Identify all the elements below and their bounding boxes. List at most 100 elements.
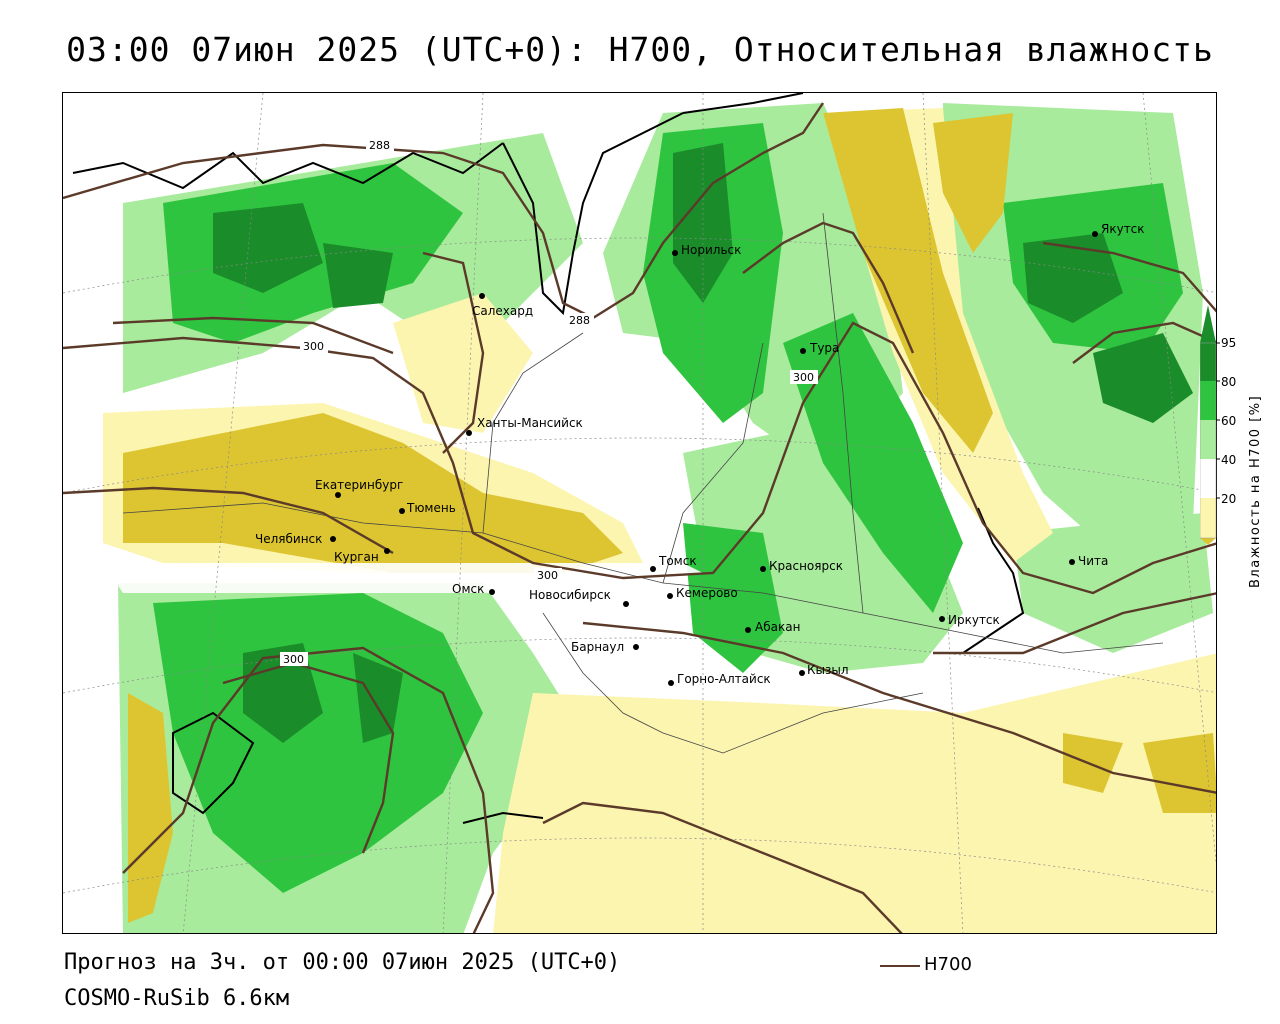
city-abakan: Абакан xyxy=(745,620,800,634)
contour-300-ural xyxy=(63,486,394,555)
svg-text:Иркутск: Иркутск xyxy=(948,613,1000,627)
city-ekaterinburg: Екатеринбург xyxy=(315,478,403,498)
colorbar-band-60 xyxy=(1200,420,1216,459)
humidity-colorbar: 95 80 60 40 20 xyxy=(1199,305,1280,595)
svg-text:Тура: Тура xyxy=(809,341,839,355)
contour-304-south xyxy=(122,646,495,933)
colorbar-title: Влажность на H700 [%] xyxy=(1248,352,1268,592)
very-dry-se-2 xyxy=(1063,733,1123,793)
contour-304-east xyxy=(542,801,903,933)
coastline-kola xyxy=(72,142,504,190)
colorbar-ticks: 95 80 60 40 20 xyxy=(1216,336,1236,506)
very-dry-southwest xyxy=(128,693,173,923)
contour-label-288-a: 288 xyxy=(366,138,394,152)
h700-legend-label: H700 xyxy=(924,954,972,975)
city-barnaul: Барнаул xyxy=(571,640,639,654)
model-info: COSMO-RuSib 6.6км xyxy=(64,986,290,1011)
svg-text:Курган: Курган xyxy=(334,550,379,564)
city-chita: Чита xyxy=(1069,554,1108,568)
contour-label-text: 300 xyxy=(283,653,304,666)
contour-label-text: 300 xyxy=(303,340,324,353)
contour-label-288-b: 288 xyxy=(566,313,594,327)
contour-labels: 288 288 300 300 300 300 xyxy=(280,138,818,666)
city-irkutsk: Иркутск xyxy=(939,613,1000,627)
very-humid-sw-2 xyxy=(353,653,403,743)
contour-label-300-c: 300 xyxy=(534,568,562,582)
svg-text:Екатеринбург: Екатеринбург xyxy=(315,478,403,492)
coastline-yamal xyxy=(502,112,684,316)
colorbar-tick-40: 40 xyxy=(1221,453,1236,467)
city-chelyabinsk: Челябинск xyxy=(255,532,336,546)
map-title: 03:00 07июн 2025 (UTC+0): H700, Относите… xyxy=(66,30,1214,69)
colorbar-band-20 xyxy=(1200,498,1216,538)
city-kyzyl: Кызыл xyxy=(799,663,849,677)
contour-296-north xyxy=(742,221,915,354)
contour-296-ural xyxy=(112,316,394,355)
dry-region-khanty xyxy=(393,293,533,433)
colorbar-band-95 xyxy=(1200,343,1216,381)
svg-text:Абакан: Абакан xyxy=(755,620,800,634)
contour-label-300-d: 300 xyxy=(280,652,308,666)
city-markers: Якутск Норильск Салехард Тура Ханты-Манс… xyxy=(255,222,1145,686)
svg-text:Тюмень: Тюмень xyxy=(406,501,456,515)
city-tomsk: Томск xyxy=(650,554,697,572)
colorbar-band-40 xyxy=(1200,459,1216,498)
humid-region-tura-band xyxy=(783,313,963,613)
svg-text:Якутск: Якутск xyxy=(1101,222,1145,236)
very-humid-yakutsk xyxy=(1023,233,1123,323)
coastline-balkhash xyxy=(462,811,544,824)
city-khanty: Ханты-Мансийск xyxy=(466,416,583,436)
svg-text:Горно-Алтайск: Горно-Алтайск xyxy=(677,672,771,686)
contour-label-text: 300 xyxy=(793,371,814,384)
colorbar-tick-95: 95 xyxy=(1221,336,1236,350)
humid-region-kemerovo xyxy=(683,523,783,673)
colorbar-tick-20: 20 xyxy=(1221,492,1236,506)
city-omsk: Омск xyxy=(452,582,495,596)
svg-text:Ханты-Мансийск: Ханты-Мансийск xyxy=(477,416,583,430)
humidity-fill-layers xyxy=(103,103,1216,933)
colorbar-band-80 xyxy=(1200,381,1216,420)
contour-label-300-a: 300 xyxy=(300,339,328,353)
city-novosibirsk: Новосибирск xyxy=(529,588,629,607)
contour-label-text: 288 xyxy=(369,139,390,152)
colorbar-tick-60: 60 xyxy=(1221,414,1236,428)
city-kemerovo: Кемерово xyxy=(667,586,738,600)
city-tura: Тура xyxy=(800,341,839,355)
coastline-taimyr xyxy=(682,93,804,114)
contour-label-text: 288 xyxy=(569,314,590,327)
contour-288-north xyxy=(63,102,824,320)
contour-300-central xyxy=(582,621,1216,794)
very-dry-se-1 xyxy=(1143,733,1216,813)
contour-loop-khanty xyxy=(422,251,485,454)
colorbar-bottom-arrow xyxy=(1200,538,1216,545)
svg-text:Красноярск: Красноярск xyxy=(769,559,843,573)
city-salekhard: Салехард xyxy=(472,293,533,318)
dry-region-south xyxy=(493,653,1216,933)
forecast-info: Прогноз на 3ч. от 00:00 07июн 2025 (UTC+… xyxy=(64,950,621,975)
very-humid-east xyxy=(1093,333,1193,423)
city-krasnoyarsk: Красноярск xyxy=(760,559,843,573)
city-kurgan: Курган xyxy=(334,548,390,564)
city-tyumen: Тюмень xyxy=(399,501,456,515)
contour-label-300-b: 300 xyxy=(790,370,818,384)
very-humid-sw-1 xyxy=(243,643,323,743)
contour-292-yakutsk xyxy=(1042,241,1216,313)
svg-text:Барнаул: Барнаул xyxy=(571,640,624,654)
svg-text:Норильск: Норильск xyxy=(681,243,741,257)
contour-label-text: 300 xyxy=(537,569,558,582)
humidity-map: 288 288 300 300 300 300 xyxy=(62,92,1217,934)
very-dry-north-east xyxy=(933,113,1013,253)
contour-296-east xyxy=(933,592,1216,655)
svg-text:Салехард: Салехард xyxy=(472,304,533,318)
contour-300-south xyxy=(222,661,395,854)
very-humid-west-1 xyxy=(213,203,323,293)
svg-text:Чита: Чита xyxy=(1078,554,1108,568)
svg-text:Кемерово: Кемерово xyxy=(676,586,738,600)
contour-296-yakutsk xyxy=(1072,321,1216,364)
h700-contours xyxy=(63,102,1216,933)
svg-text:Томск: Томск xyxy=(658,554,697,568)
h700-legend-line xyxy=(880,965,920,967)
very-dry-east-band xyxy=(823,108,993,453)
coastline-caspian xyxy=(172,711,255,815)
svg-text:Новосибирск: Новосибирск xyxy=(529,588,611,602)
